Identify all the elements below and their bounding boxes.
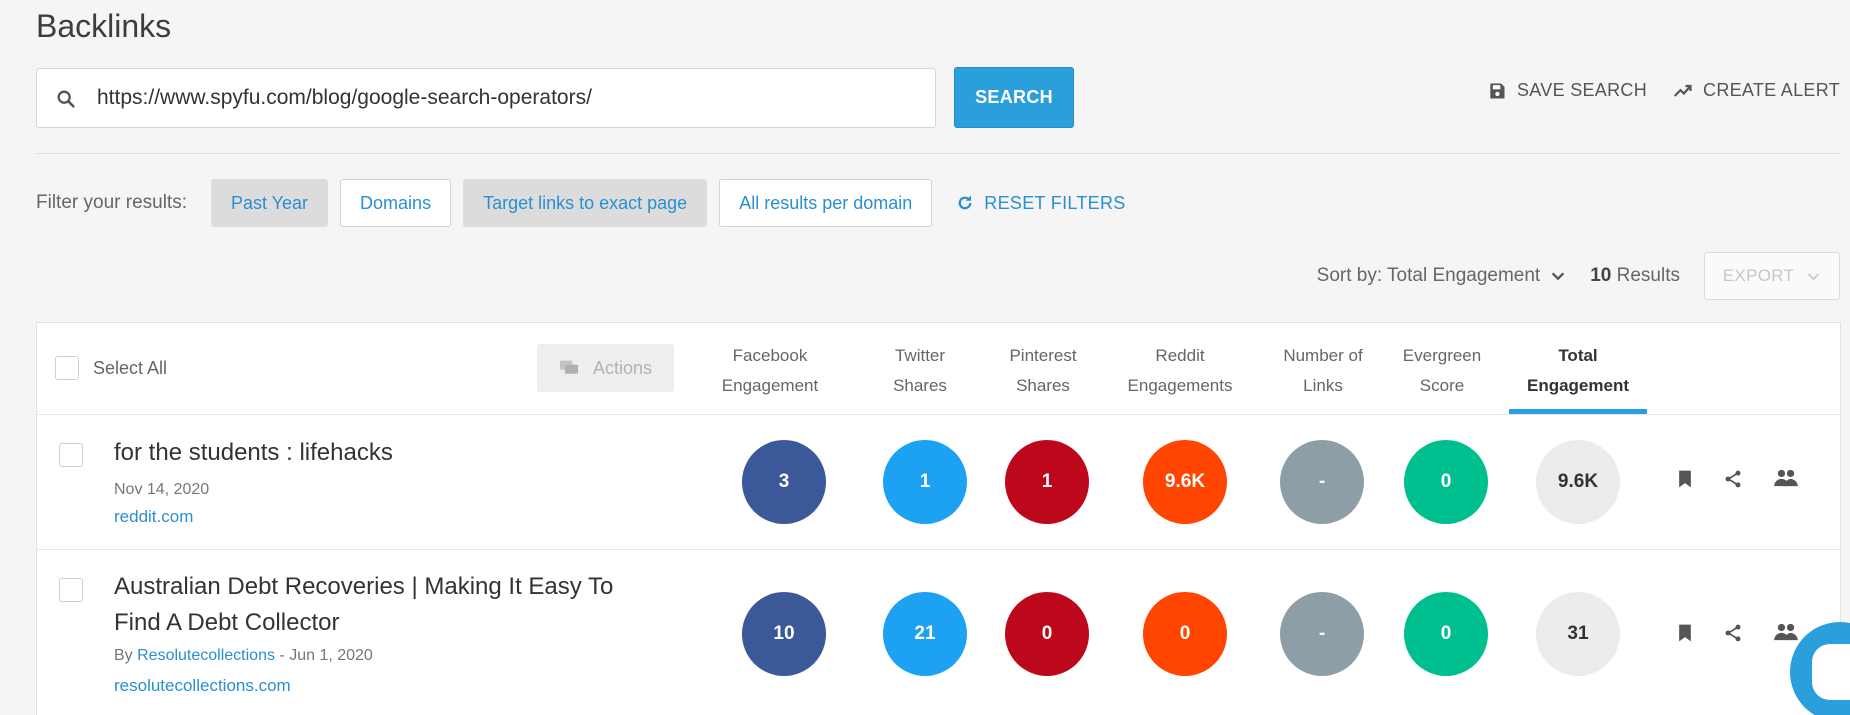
row-byline: By Resolutecollections - Jun 1, 2020 bbox=[114, 647, 373, 665]
col-head-line: Shares bbox=[1016, 376, 1070, 395]
save-search-button[interactable]: SAVE SEARCH bbox=[1487, 80, 1647, 101]
comments-icon bbox=[559, 360, 578, 374]
twitter-shares[interactable]: 21 bbox=[883, 592, 967, 676]
actions-button[interactable]: Actions bbox=[537, 344, 674, 392]
page-title: Backlinks bbox=[36, 8, 172, 44]
sort-label: Sort by: Total Engagement bbox=[1316, 265, 1541, 286]
reddit-engagements[interactable]: 0 bbox=[1143, 592, 1227, 676]
create-alert-button[interactable]: CREATE ALERT bbox=[1673, 80, 1840, 101]
create-alert-label: CREATE ALERT bbox=[1703, 80, 1840, 100]
reset-filters-button[interactable]: RESET FILTERS bbox=[956, 193, 1125, 214]
col-head-twitter[interactable]: Twitter Shares bbox=[875, 341, 965, 401]
byline-prefix: By bbox=[114, 647, 138, 664]
row-title[interactable]: Australian Debt Recoveries | Making It E… bbox=[114, 569, 613, 641]
col-head-line: Facebook bbox=[732, 346, 808, 365]
number-of-links[interactable]: - bbox=[1280, 440, 1364, 524]
select-all-checkbox[interactable] bbox=[55, 356, 79, 380]
total-engagement[interactable]: 31 bbox=[1536, 592, 1620, 676]
col-head-line: Shares bbox=[893, 376, 947, 395]
filter-chip-target-links[interactable]: Target links to exact page bbox=[463, 179, 708, 227]
export-label: EXPORT bbox=[1722, 266, 1795, 285]
search-input[interactable] bbox=[97, 69, 917, 127]
col-head-pinterest[interactable]: Pinterest Shares bbox=[998, 341, 1088, 401]
col-head-line: Engagements bbox=[1127, 376, 1233, 395]
twitter-shares[interactable]: 1 bbox=[883, 440, 967, 524]
evergreen-score[interactable]: 0 bbox=[1404, 440, 1488, 524]
chevron-down-icon bbox=[1552, 272, 1565, 281]
col-head-line: Pinterest bbox=[1009, 346, 1077, 365]
sort-indicator bbox=[1509, 409, 1647, 414]
facebook-engagement[interactable]: 3 bbox=[742, 440, 826, 524]
sort-dropdown[interactable]: Sort by: Total Engagement bbox=[1317, 265, 1567, 287]
share-icon[interactable] bbox=[1723, 469, 1743, 489]
results-count: 10 Results bbox=[1590, 265, 1680, 287]
top-actions: SAVE SEARCH CREATE ALERT bbox=[1487, 80, 1840, 101]
reset-filters-label: RESET FILTERS bbox=[984, 192, 1126, 213]
search-box bbox=[36, 68, 936, 128]
facebook-engagement[interactable]: 10 bbox=[742, 592, 826, 676]
save-icon bbox=[1490, 83, 1505, 98]
table-row: Australian Debt Recoveries | Making It E… bbox=[37, 550, 1840, 715]
results-table: Select All Actions Facebook Engagement T… bbox=[36, 322, 1841, 715]
results-number: 10 bbox=[1590, 265, 1612, 286]
bookmark-icon[interactable] bbox=[1675, 623, 1695, 643]
select-all[interactable]: Select All bbox=[55, 356, 167, 380]
row-checkbox[interactable] bbox=[59, 443, 83, 467]
row-checkbox[interactable] bbox=[59, 578, 83, 602]
select-all-label: Select All bbox=[93, 357, 168, 378]
col-head-line: Twitter bbox=[894, 346, 946, 365]
row-domain[interactable]: reddit.com bbox=[114, 507, 194, 526]
col-head-line: Total bbox=[1558, 346, 1598, 365]
row-date: - Jun 1, 2020 bbox=[274, 647, 373, 664]
col-head-facebook[interactable]: Facebook Engagement bbox=[720, 341, 820, 401]
col-head-total[interactable]: Total Engagement bbox=[1509, 341, 1647, 401]
actions-label: Actions bbox=[592, 357, 653, 378]
pinterest-shares[interactable]: 1 bbox=[1005, 440, 1089, 524]
chevron-down-icon bbox=[1808, 272, 1820, 280]
col-head-line: Number of bbox=[1283, 346, 1363, 365]
author-link[interactable]: Resolutecollections bbox=[137, 647, 275, 664]
row-title-line: Australian Debt Recoveries | Making It E… bbox=[114, 573, 614, 600]
row-domain[interactable]: resolutecollections.com bbox=[114, 676, 291, 695]
row-title-line: Find A Debt Collector bbox=[114, 609, 340, 636]
trending-up-icon bbox=[1673, 84, 1692, 97]
reddit-engagements[interactable]: 9.6K bbox=[1143, 440, 1227, 524]
col-head-line: Links bbox=[1303, 376, 1343, 395]
pinterest-shares[interactable]: 0 bbox=[1005, 592, 1089, 676]
filter-chip-past-year[interactable]: Past Year bbox=[210, 179, 329, 227]
filter-chip-domains[interactable]: Domains bbox=[340, 179, 452, 227]
filter-row: Filter your results: Past Year Domains T… bbox=[36, 179, 1126, 227]
col-head-reddit[interactable]: Reddit Engagements bbox=[1120, 341, 1240, 401]
people-icon[interactable] bbox=[1774, 622, 1798, 642]
bookmark-icon[interactable] bbox=[1675, 469, 1695, 489]
divider bbox=[36, 153, 1840, 154]
total-engagement[interactable]: 9.6K bbox=[1536, 440, 1620, 524]
number-of-links[interactable]: - bbox=[1280, 592, 1364, 676]
chat-icon bbox=[1812, 644, 1850, 700]
share-icon[interactable] bbox=[1723, 623, 1743, 643]
search-icon bbox=[57, 90, 75, 108]
table-header: Select All Actions Facebook Engagement T… bbox=[37, 323, 1840, 415]
sort-row: Sort by: Total Engagement 10 Results EXP… bbox=[1317, 252, 1840, 300]
filter-chip-all-results[interactable]: All results per domain bbox=[719, 179, 933, 227]
people-icon[interactable] bbox=[1774, 468, 1798, 488]
results-suffix: Results bbox=[1611, 265, 1680, 286]
col-head-line: Engagement bbox=[1526, 376, 1630, 395]
col-head-line: Score bbox=[1419, 376, 1465, 395]
search-button[interactable]: SEARCH bbox=[954, 67, 1074, 128]
col-head-line: Engagement bbox=[721, 376, 819, 395]
export-button[interactable]: EXPORT bbox=[1704, 252, 1840, 300]
col-head-links[interactable]: Number of Links bbox=[1268, 341, 1378, 401]
row-date: Nov 14, 2020 bbox=[114, 481, 210, 498]
table-row: for the students : lifehacks Nov 14, 202… bbox=[37, 415, 1840, 550]
col-head-line: Evergreen bbox=[1402, 346, 1482, 365]
row-title[interactable]: for the students : lifehacks bbox=[114, 439, 393, 466]
col-head-line: Reddit bbox=[1155, 346, 1205, 365]
filter-label: Filter your results: bbox=[36, 192, 187, 213]
evergreen-score[interactable]: 0 bbox=[1404, 592, 1488, 676]
refresh-icon bbox=[958, 195, 972, 210]
save-search-label: SAVE SEARCH bbox=[1517, 80, 1648, 100]
col-head-evergreen[interactable]: Evergreen Score bbox=[1392, 341, 1492, 401]
